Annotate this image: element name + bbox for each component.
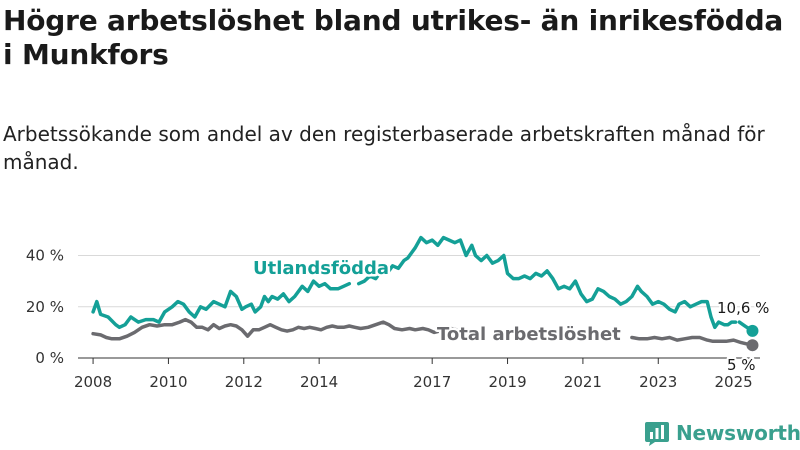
brand-logo[interactable]: Newsworthy [644, 418, 800, 448]
x-tick-label: 2019 [488, 373, 526, 391]
series-end-point-total [746, 339, 759, 352]
page-subtitle: Arbetssökande som andel av den registerb… [3, 122, 765, 174]
x-tick-label: 2023 [639, 373, 677, 391]
page-title: Högre arbetslöshet bland utrikes- än inr… [3, 4, 784, 71]
y-axis-ticks: 0 % 20 % 40 % [26, 247, 64, 368]
x-tick-label: 2014 [300, 373, 338, 391]
series-line-total [91, 317, 459, 341]
series-line-utlandsfodda [91, 279, 352, 330]
x-tick-label: 2021 [564, 373, 602, 391]
y-tick-label: 40 % [26, 247, 64, 265]
chart-grid [78, 255, 760, 308]
series-end-label-total: 5 % [727, 356, 756, 374]
series-lines [91, 235, 759, 352]
series-line-utlandsfodda [356, 235, 738, 330]
x-axis: 2008 2010 2012 2014 2017 2019 2021 2023 2025 [74, 357, 760, 391]
series-labels: Utlandsfödda Total arbetslöshet 10,6 % 5 % [251, 256, 772, 377]
x-tick-label: 2025 [715, 373, 753, 391]
brand-name: Newsworthy [676, 421, 800, 445]
x-tick-label: 2008 [74, 373, 112, 391]
x-tick-label: 2012 [225, 373, 263, 391]
y-tick-label: 20 % [26, 298, 64, 316]
bar-chart-icon [645, 422, 669, 446]
x-tick-label: 2010 [149, 373, 187, 391]
series-label-utlandsfodda: Utlandsfödda [253, 258, 389, 279]
series-line-total [630, 335, 755, 347]
x-tick-label: 2017 [413, 373, 451, 391]
series-label-total: Total arbetslöshet [437, 324, 621, 345]
y-tick-label: 0 % [35, 349, 64, 367]
series-end-label-utlandsfodda: 10,6 % [717, 299, 769, 317]
series-end-point-utlandsfodda [746, 324, 759, 337]
